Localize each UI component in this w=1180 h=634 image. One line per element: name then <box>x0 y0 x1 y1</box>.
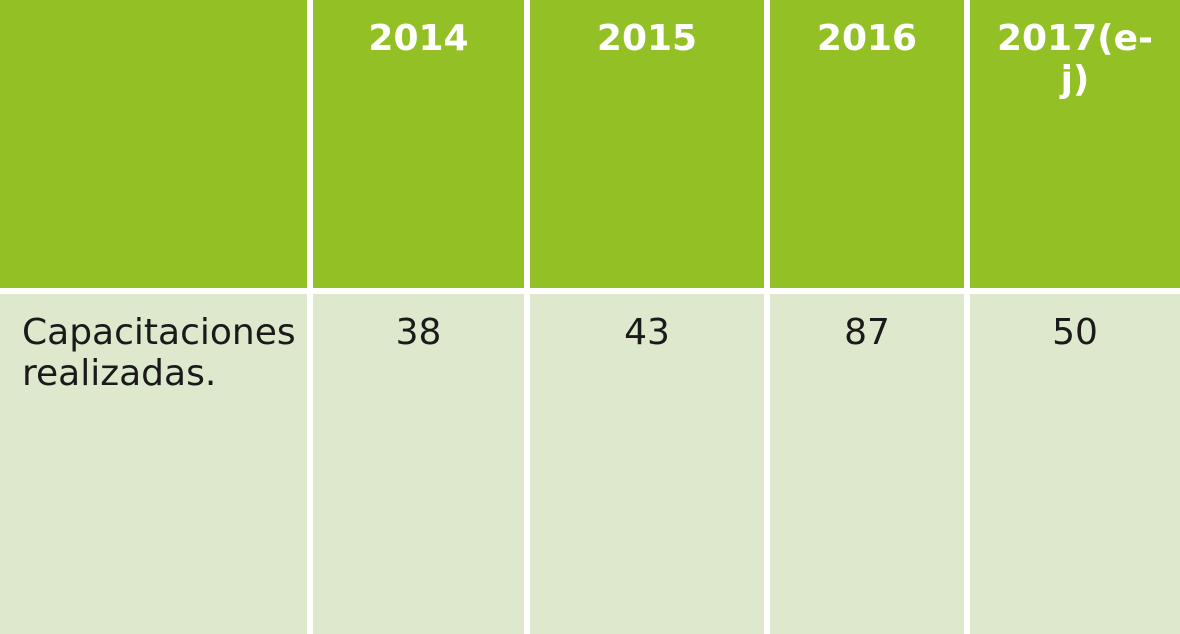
cell: 87 <box>764 288 970 634</box>
header-cell: 2014 <box>307 0 530 294</box>
header-cell <box>0 0 313 294</box>
cell: 38 <box>307 288 530 634</box>
row-label: Capacitaciones realizadas. <box>0 288 313 634</box>
header-row: 2014 2015 2016 2017(e-j) <box>0 0 1180 294</box>
header-cell: 2016 <box>764 0 970 294</box>
cell: 43 <box>524 288 770 634</box>
cell: 50 <box>964 288 1180 634</box>
header-cell: 2017(e-j) <box>964 0 1180 294</box>
header-cell: 2015 <box>524 0 770 294</box>
data-row: Capacitaciones realizadas. 38 43 87 50 <box>0 288 1180 634</box>
